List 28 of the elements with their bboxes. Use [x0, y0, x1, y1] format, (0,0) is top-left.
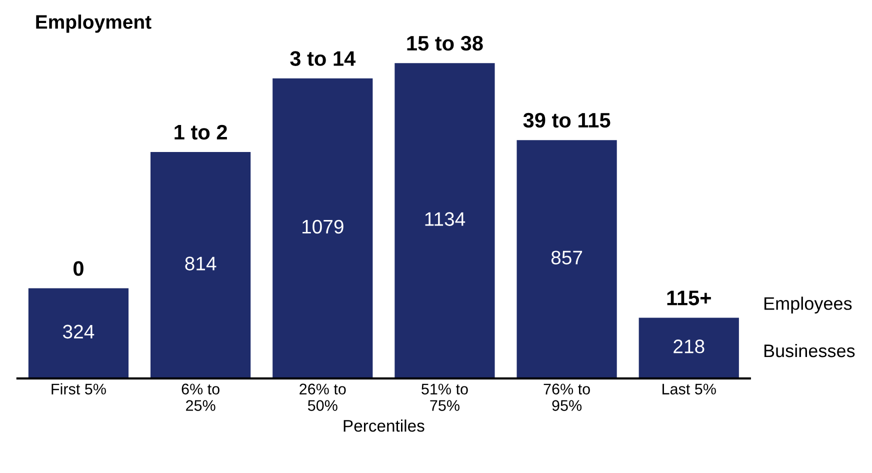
annotation: 3 to 14 — [290, 51, 356, 66]
text: Businesses — [764, 344, 855, 358]
data-label: 324 — [63, 324, 94, 339]
bar — [638, 318, 739, 378]
bar — [150, 152, 251, 378]
annotation: 1 to 2 — [174, 124, 227, 140]
data-label: 1079 — [302, 220, 344, 234]
data-label: 1134 — [425, 212, 466, 226]
data-label: 857 — [551, 250, 582, 264]
x-tick-label: First 5% — [52, 383, 106, 394]
x-tick-label: 51% to 75% — [422, 384, 468, 411]
chart-title: Employment — [36, 14, 152, 33]
x-axis-title: Percentiles — [344, 420, 424, 432]
annotation: 39 to 115 — [523, 112, 610, 128]
x-tick-label: 76% to 95% — [544, 384, 590, 411]
bar — [272, 78, 373, 378]
data-label: 218 — [674, 340, 704, 354]
x-tick-label: 6% to 25% — [182, 384, 220, 411]
annotation: 115+ — [667, 290, 711, 306]
x-tick-label: Last 5% — [662, 384, 716, 394]
data-label: 814 — [185, 256, 216, 270]
bar — [516, 140, 617, 378]
bar — [394, 63, 495, 378]
annotation: 15 to 38 — [407, 36, 483, 51]
annotation: 0 — [74, 261, 84, 276]
x-tick-label: 26% to 50% — [300, 384, 346, 411]
bar — [28, 288, 129, 378]
text: Employees — [764, 296, 852, 314]
